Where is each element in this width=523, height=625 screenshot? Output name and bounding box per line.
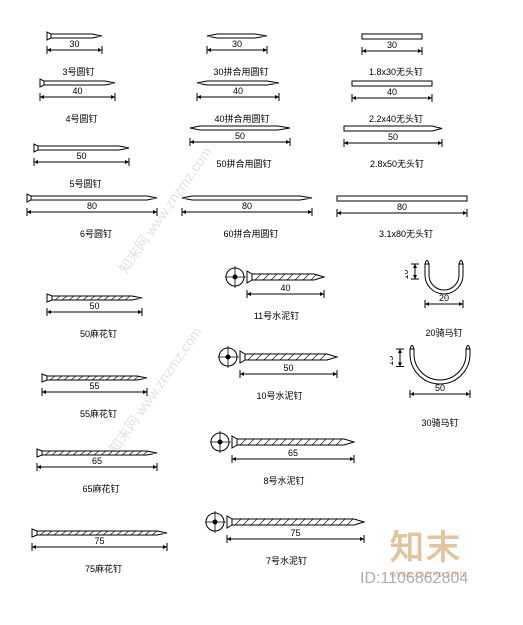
nail-caption: 11号水泥钉 <box>225 309 328 322</box>
svg-text:80: 80 <box>397 202 407 212</box>
nail-both_point: 3030拼合用圆钉 <box>205 28 277 78</box>
nail-caption: 50麻花钉 <box>45 327 152 340</box>
watermark-id: ID:1106862804 <box>360 570 468 588</box>
svg-text:20: 20 <box>439 293 449 303</box>
nail-caption: 65麻花钉 <box>35 482 167 495</box>
svg-text:40: 40 <box>280 283 290 293</box>
nail-both_point: 80 60拼合用圆钉 <box>180 190 322 240</box>
nail-caption: 2.8x50无头钉 <box>342 157 452 170</box>
nail-caption: 6号圆钉 <box>25 227 167 240</box>
nail-round: 40 4号圆钉 <box>38 75 125 125</box>
svg-text:30: 30 <box>69 39 79 49</box>
svg-text:30: 30 <box>387 40 397 50</box>
nail-flat: 402.2x40无头钉 <box>350 75 442 125</box>
svg-text:50: 50 <box>435 383 445 393</box>
nail-flat: 301.8x30无头钉 <box>360 28 432 78</box>
nail-caption: 75麻花钉 <box>30 562 177 575</box>
svg-text:50: 50 <box>388 132 398 142</box>
nail-caption: 20骑马钉 <box>405 326 483 339</box>
nail-ushape: 15 50 30骑马钉 <box>390 345 490 429</box>
nail-both_point: 4040拼合用圆钉 <box>195 75 289 125</box>
nail-caption: 4号圆钉 <box>38 112 125 125</box>
nail-cement: 65 8号水泥钉 <box>210 425 358 487</box>
nail-round: 303号圆钉 <box>45 28 112 78</box>
nail-caption: 30骑马钉 <box>390 416 490 429</box>
svg-text:50: 50 <box>89 301 99 311</box>
nail-twist: 55 55麻花钉 <box>40 370 157 420</box>
watermark-logo: 知末www.znzmo.com <box>390 520 465 580</box>
svg-text:65: 65 <box>288 448 298 458</box>
nail-flat: 80 3.1x80无头钉 <box>335 190 477 240</box>
svg-text:75: 75 <box>290 528 300 538</box>
svg-text:80: 80 <box>87 201 97 211</box>
svg-text:40: 40 <box>72 86 82 96</box>
nail-twist: 50 50麻花钉 <box>45 290 152 340</box>
svg-text:50: 50 <box>283 363 293 373</box>
nail-flat_point: 50 2.8x50无头钉 <box>342 120 452 170</box>
nail-caption: 50拼合用圆钉 <box>188 157 300 170</box>
svg-text:10: 10 <box>405 269 410 279</box>
nail-twist: 65 65麻花钉 <box>35 445 167 495</box>
svg-text:80: 80 <box>242 201 252 211</box>
svg-text:50: 50 <box>235 131 245 141</box>
svg-text:55: 55 <box>89 381 99 391</box>
nail-caption: 8号水泥钉 <box>210 474 358 487</box>
nail-cement: 40 11号水泥钉 <box>225 260 328 322</box>
nail-caption: 5号圆钉 <box>32 177 139 190</box>
svg-text:75: 75 <box>94 536 104 546</box>
nail-caption: 60拼合用圆钉 <box>180 227 322 240</box>
svg-text:30: 30 <box>232 39 242 49</box>
nail-both_point: 50 50拼合用圆钉 <box>188 120 300 170</box>
nail-twist: 75 75麻花钉 <box>30 525 177 575</box>
nail-caption: 7号水泥钉 <box>205 554 368 567</box>
nail-round: 50 5号圆钉 <box>32 140 139 190</box>
nail-ushape: 10 20 20骑马钉 <box>405 260 483 339</box>
svg-text:40: 40 <box>233 86 243 96</box>
nail-caption: 10号水泥钉 <box>218 389 341 402</box>
nail-caption: 55麻花钉 <box>40 407 157 420</box>
svg-text:65: 65 <box>92 456 102 466</box>
svg-text:50: 50 <box>76 151 86 161</box>
svg-text:40: 40 <box>387 87 397 97</box>
nail-caption: 3.1x80无头钉 <box>335 227 477 240</box>
nail-round: 80 6号圆钉 <box>25 190 167 240</box>
nail-cement: 75 7号水泥钉 <box>205 505 368 567</box>
nail-cement: 50 10号水泥钉 <box>218 340 341 402</box>
svg-text:15: 15 <box>390 356 395 366</box>
